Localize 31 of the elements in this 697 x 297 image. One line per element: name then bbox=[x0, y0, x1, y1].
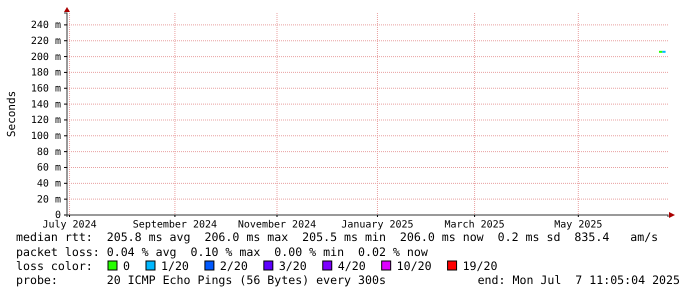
legend-label: 2/20 bbox=[220, 259, 248, 273]
x-tick-label: March 2025 bbox=[444, 220, 505, 230]
y-tick-label: 20 m bbox=[36, 194, 61, 206]
y-tick-label: 120 m bbox=[30, 115, 61, 126]
x-tick-label: January 2025 bbox=[341, 220, 414, 230]
legend-label: 19/20 bbox=[462, 259, 498, 273]
text: end: Mon Jul 7 11:05:04 2025 bbox=[478, 273, 680, 287]
legend-label: 4/20 bbox=[338, 259, 366, 273]
y-axis-title: Seconds bbox=[5, 90, 18, 138]
x-tick-label: November 2024 bbox=[238, 220, 316, 230]
text: probe: 20 ICMP Echo Pings (56 Bytes) every 300s bbox=[16, 273, 386, 287]
legend-label: 0 bbox=[123, 259, 130, 273]
y-tick-label: 200 m bbox=[30, 52, 61, 63]
text: median rtt: 205.8 ms avg 206.0 ms max 205.5 ms min 206.0 ms now 0.2 ms sd 835.4 am/s bbox=[16, 230, 658, 244]
text: packet loss: 0.04 % avg 0.10 % max 0.00 % min 0.02 % now bbox=[16, 245, 428, 259]
legend-label: 3/20 bbox=[278, 259, 307, 273]
y-tick-label: 140 m bbox=[30, 99, 61, 110]
y-tick-label: 100 m bbox=[30, 130, 61, 142]
y-tick-label: 220 m bbox=[30, 36, 61, 47]
x-tick-label: May 2025 bbox=[554, 220, 602, 230]
legend-label: 10/20 bbox=[396, 259, 432, 273]
y-tick-label: 160 m bbox=[30, 83, 61, 94]
legend-title: loss color: bbox=[16, 259, 93, 273]
legend-label: 1/20 bbox=[160, 259, 189, 273]
x-tick-label: July 2024 bbox=[42, 220, 97, 230]
y-tick-label: 240 m bbox=[30, 20, 61, 32]
x-tick-label: September 2024 bbox=[132, 220, 218, 230]
y-tick-label: 180 m bbox=[30, 68, 61, 79]
y-tick-label: 60 m bbox=[36, 162, 61, 174]
y-tick-label: 80 m bbox=[36, 146, 61, 158]
y-tick-label: 40 m bbox=[36, 178, 61, 190]
